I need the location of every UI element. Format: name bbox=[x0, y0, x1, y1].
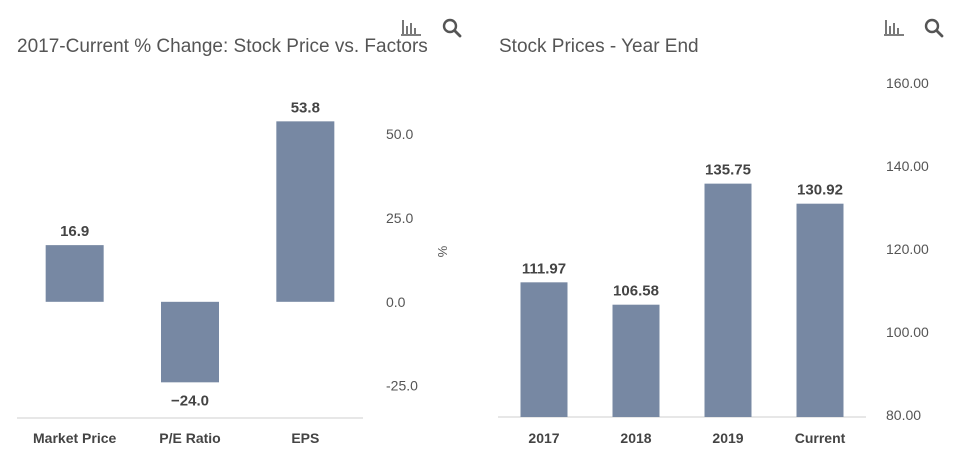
y-tick-label: 25.0 bbox=[386, 210, 413, 226]
y-tick-label: 140.00 bbox=[886, 158, 929, 174]
data-label: 111.97 bbox=[522, 260, 566, 277]
x-category-label: P/E Ratio bbox=[159, 430, 220, 446]
search-icon[interactable] bbox=[440, 16, 464, 40]
y-tick-label: 80.00 bbox=[886, 407, 921, 423]
bar bbox=[612, 304, 660, 417]
data-label: 16.9 bbox=[60, 223, 89, 240]
y-tick-label: 160.00 bbox=[886, 75, 929, 91]
chart-title: 2017-Current % Change: Stock Price vs. F… bbox=[17, 36, 428, 57]
search-icon[interactable] bbox=[922, 16, 946, 40]
bar bbox=[704, 183, 752, 417]
chart-title: Stock Prices - Year End bbox=[499, 36, 699, 57]
y-axis-label: % bbox=[435, 246, 450, 258]
x-category-label: 2017 bbox=[528, 430, 559, 446]
x-category-label: Current bbox=[795, 430, 846, 446]
x-category-label: 2018 bbox=[620, 430, 651, 446]
y-tick-label: 100.00 bbox=[886, 324, 929, 340]
x-category-label: 2019 bbox=[712, 430, 743, 446]
y-tick-label: 0.0 bbox=[386, 294, 406, 310]
chart-panel-stock-prices: Stock Prices - Year End 160.00 140.00 120.… bbox=[480, 0, 958, 471]
bar bbox=[161, 301, 219, 383]
y-tick-label: 50.0 bbox=[386, 126, 413, 142]
y-tick-label: -25.0 bbox=[386, 378, 418, 394]
percent-change-bar-chart: 50.0 25.0 0.0 -25.0% 16.9 Market Price −24.0 P/… bbox=[17, 99, 450, 446]
data-label: 53.8 bbox=[291, 99, 320, 116]
data-label: 135.75 bbox=[705, 162, 751, 179]
y-tick-label: 120.00 bbox=[886, 241, 929, 257]
bar-chart-icon[interactable] bbox=[882, 16, 906, 40]
stock-prices-bar-chart: 160.00 140.00 120.00 100.00 80.00 111.97 2017 1… bbox=[498, 75, 929, 446]
bar-chart-icon[interactable] bbox=[399, 16, 423, 40]
x-category-label: Market Price bbox=[33, 430, 116, 446]
bar bbox=[796, 203, 844, 417]
x-category-label: EPS bbox=[291, 430, 319, 446]
bar bbox=[276, 121, 335, 302]
data-label: −24.0 bbox=[171, 392, 209, 409]
bar bbox=[45, 245, 104, 302]
data-label: 130.92 bbox=[797, 182, 843, 199]
chart-panel-percent-change: 2017-Current % Change: Stock Price vs. F… bbox=[17, 16, 464, 446]
bar bbox=[520, 282, 568, 417]
data-label: 106.58 bbox=[613, 283, 659, 300]
